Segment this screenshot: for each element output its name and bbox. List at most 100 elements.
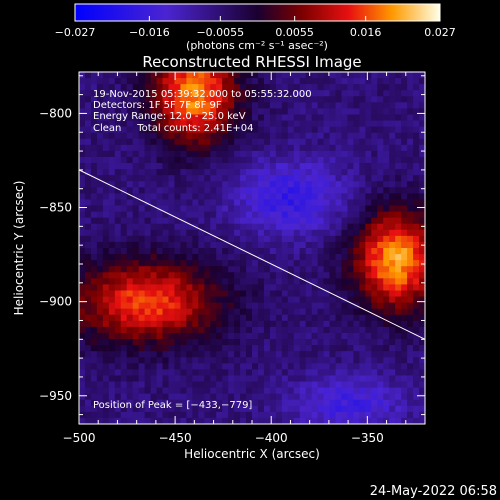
heatmap-cell xyxy=(359,150,366,158)
solar-limb-line xyxy=(78,169,426,340)
heatmap-cell xyxy=(150,339,157,346)
heatmap-cell xyxy=(246,169,253,176)
heatmap-cell xyxy=(156,223,163,231)
heatmap-cell xyxy=(419,156,425,164)
heatmap-cell xyxy=(126,223,134,231)
heatmap-cell xyxy=(293,296,301,304)
heatmap-cell xyxy=(257,120,265,128)
heatmap-cell xyxy=(329,326,336,334)
heatmap-cell xyxy=(126,387,134,395)
heatmap-cell xyxy=(120,241,128,249)
heatmap-cell xyxy=(419,78,425,85)
heatmap-cell xyxy=(240,156,247,164)
heatmap-cell xyxy=(204,417,211,424)
heatmap-cell xyxy=(84,326,92,334)
heatmap-cell xyxy=(407,326,414,334)
heatmap-cell xyxy=(126,284,134,291)
heatmap-cell xyxy=(246,175,253,182)
heatmap-cell xyxy=(204,339,211,346)
heatmap-cell xyxy=(132,302,140,310)
heatmap-cell xyxy=(329,72,336,79)
heatmap-cell xyxy=(395,272,402,279)
heatmap-cell xyxy=(174,132,181,140)
heatmap-cell xyxy=(186,266,193,273)
heatmap-cell xyxy=(228,72,235,79)
heatmap-cell xyxy=(120,217,128,225)
annotation-energy: Energy Range: 12.0 - 25.0 keV xyxy=(93,111,246,122)
heatmap-cell xyxy=(335,90,342,97)
heatmap-cell xyxy=(210,108,217,115)
heatmap-cell xyxy=(353,90,360,97)
heatmap-cell xyxy=(389,78,396,85)
heatmap-cell xyxy=(204,266,211,273)
heatmap-cell xyxy=(275,229,283,237)
heatmap-cell xyxy=(323,163,330,170)
heatmap-cell xyxy=(281,102,289,109)
heatmap-cell xyxy=(252,320,259,328)
heatmap-cell xyxy=(210,138,217,146)
heatmap-cell xyxy=(275,290,283,297)
heatmap-cell xyxy=(222,205,229,212)
heatmap-cell xyxy=(150,211,157,219)
heatmap-cell xyxy=(371,126,378,134)
heatmap-cell xyxy=(216,163,223,170)
heatmap-cell xyxy=(210,90,217,97)
heatmap-cell xyxy=(102,357,110,364)
heatmap-cell xyxy=(198,314,205,322)
heatmap-cell xyxy=(132,175,140,182)
heatmap-cell xyxy=(323,205,330,212)
heatmap-cell xyxy=(341,223,348,231)
heatmap-cell xyxy=(299,108,307,115)
heatmap-cell xyxy=(168,387,175,395)
heatmap-cell xyxy=(192,339,199,346)
heatmap-cell xyxy=(162,381,169,388)
heatmap-cell xyxy=(359,175,366,182)
heatmap-cell xyxy=(311,72,319,79)
heatmap-cell xyxy=(317,308,324,316)
heatmap-cell xyxy=(389,144,396,152)
heatmap-cell xyxy=(395,175,402,182)
heatmap-cell xyxy=(305,357,313,364)
heatmap-cell xyxy=(377,248,384,255)
heatmap-cell xyxy=(269,72,277,79)
heatmap-cell xyxy=(353,387,360,395)
heatmap-cell xyxy=(90,181,98,188)
heatmap-cell xyxy=(293,138,301,146)
heatmap-cell xyxy=(108,72,116,79)
heatmap-cell xyxy=(347,345,354,352)
heatmap-cell xyxy=(305,132,313,140)
heatmap-cell xyxy=(329,114,336,121)
heatmap-cell xyxy=(347,272,354,279)
heatmap-cell xyxy=(395,314,402,322)
heatmap-cell xyxy=(84,381,92,388)
heatmap-cell xyxy=(90,175,98,182)
heatmap-cell xyxy=(383,357,390,364)
heatmap-cell xyxy=(138,223,146,231)
heatmap-cell xyxy=(377,387,384,395)
heatmap-cell xyxy=(329,132,336,140)
heatmap-cell xyxy=(228,272,235,279)
heatmap-cell xyxy=(234,266,241,273)
heatmap-cell xyxy=(79,351,86,358)
heatmap-cell xyxy=(257,181,265,188)
heatmap-cell xyxy=(383,84,390,91)
heatmap-cell xyxy=(359,163,366,170)
heatmap-cell xyxy=(96,345,104,352)
heatmap-cell xyxy=(353,163,360,170)
heatmap-cell xyxy=(389,229,396,237)
heatmap-cell xyxy=(222,108,229,115)
heatmap-cell xyxy=(377,150,384,158)
heatmap-cell xyxy=(222,169,229,176)
heatmap-cell xyxy=(389,260,396,267)
heatmap-cell xyxy=(305,241,313,249)
heatmap-cell xyxy=(305,278,313,285)
heatmap-cell xyxy=(269,393,277,401)
heatmap-cell xyxy=(162,308,169,316)
heatmap-cell xyxy=(126,199,134,206)
heatmap-cell xyxy=(108,90,116,97)
heatmap-cell xyxy=(383,375,390,382)
heatmap-cell xyxy=(180,302,187,310)
heatmap-cell xyxy=(210,223,217,231)
heatmap-cell xyxy=(341,72,348,79)
heatmap-cell xyxy=(79,381,86,388)
